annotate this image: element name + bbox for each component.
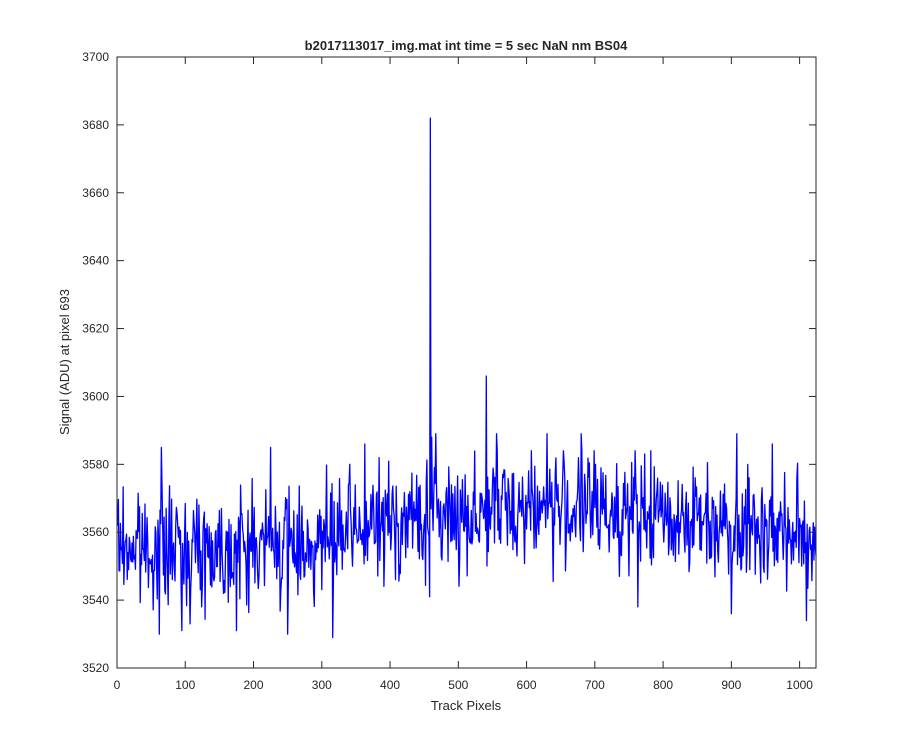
x-tick-label: 400 [380, 678, 400, 692]
y-tick-label: 3600 [82, 389, 109, 403]
y-tick-label: 3680 [82, 118, 109, 132]
y-tick-label: 3700 [82, 50, 109, 64]
x-ticks: 0 100 200 300 400 500 600 700 800 900 1000 [114, 57, 813, 692]
signal-trace-line [117, 117, 817, 639]
x-tick-label: 900 [721, 678, 741, 692]
x-tick-label: 200 [244, 678, 264, 692]
y-tick-label: 3520 [82, 661, 109, 675]
y-tick-label: 3640 [82, 254, 109, 268]
x-tick-label: 1000 [786, 678, 813, 692]
x-tick-label: 0 [114, 678, 121, 692]
x-tick-label: 800 [653, 678, 673, 692]
x-tick-label: 100 [175, 678, 195, 692]
x-tick-label: 300 [312, 678, 332, 692]
plot-area-background [117, 57, 816, 668]
series-layer [117, 117, 817, 639]
y-tick-label: 3540 [82, 593, 109, 607]
x-tick-label: 500 [448, 678, 468, 692]
y-axis-label: Signal (ADU) at pixel 693 [57, 289, 72, 435]
x-tick-label: 700 [585, 678, 605, 692]
chart-title: b2017113017_img.mat int time = 5 sec NaN… [305, 38, 628, 53]
axes-box [116, 56, 817, 669]
y-tick-label: 3560 [82, 525, 109, 539]
x-tick-label: 600 [517, 678, 537, 692]
y-tick-label: 3620 [82, 322, 109, 336]
y-ticks: 3520 3540 3560 3580 3600 3620 3640 3660 3680 3700 [82, 50, 816, 675]
x-axis-label: Track Pixels [431, 698, 502, 713]
y-tick-label: 3580 [82, 457, 109, 471]
y-tick-label: 3660 [82, 186, 109, 200]
